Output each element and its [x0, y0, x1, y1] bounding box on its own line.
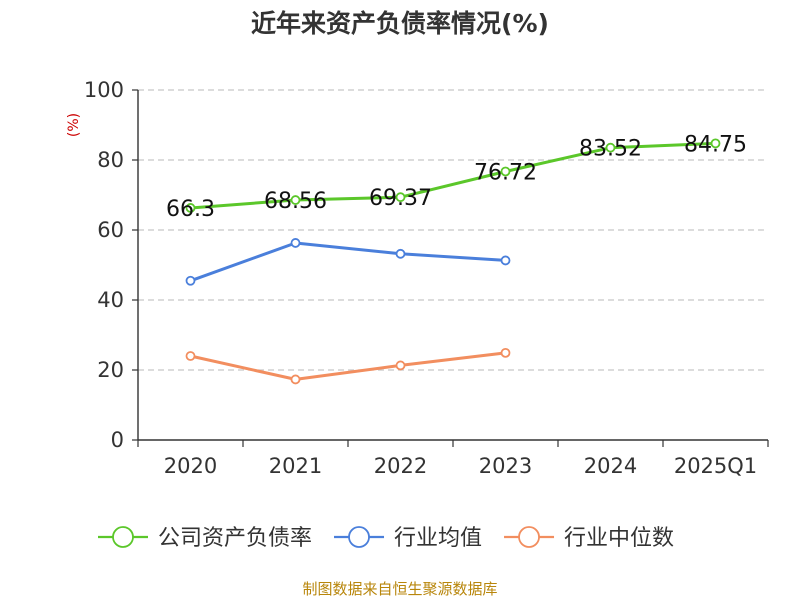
data-label: 69.37 [369, 186, 432, 211]
y-tick-label: 0 [111, 428, 124, 452]
data-point [395, 192, 406, 203]
y-tick-labels: 0 20 40 60 80 100 [84, 78, 124, 452]
data-point [710, 138, 721, 149]
data-label: 68.56 [264, 189, 327, 214]
y-tick-label: 80 [97, 148, 124, 172]
x-tick-label: 2022 [374, 454, 427, 478]
x-tick-label: 2024 [584, 454, 637, 478]
legend-label: 行业均值 [394, 526, 482, 551]
x-tick-label: 2025Q1 [674, 454, 757, 478]
y-tick-label: 60 [97, 218, 124, 242]
series-line [190, 351, 506, 381]
axes [132, 89, 769, 447]
data-label: 83.52 [579, 137, 642, 162]
data-point [185, 275, 196, 286]
data-point [605, 142, 616, 153]
data-point [290, 195, 301, 205]
data-point [185, 203, 196, 213]
data-label: 76.72 [474, 160, 537, 185]
legend-label: 行业中位数 [564, 526, 674, 551]
y-tick-label: 40 [97, 288, 124, 312]
x-tick-label: 2023 [479, 454, 532, 478]
gridlines [138, 89, 768, 371]
data-point [290, 374, 301, 385]
data-label: 84.75 [684, 132, 747, 157]
legend-marker [518, 526, 540, 548]
series-line [190, 141, 716, 210]
x-tick-label: 2020 [164, 454, 217, 478]
legend-label: 公司资产负债率 [158, 526, 312, 551]
data-point [395, 360, 406, 371]
source-note: 制图数据来自恒生聚源数据库 [302, 580, 497, 598]
y-axis-unit: (%) [66, 113, 82, 137]
legend-marker [348, 526, 370, 548]
series-lines [185, 138, 721, 385]
legend-marker [112, 526, 134, 548]
chart-title: 近年来资产负债率情况(%) [251, 9, 549, 38]
data-point [395, 248, 406, 259]
series-line [189, 241, 506, 283]
legend: 公司资产负债率 行业均值 行业中位数 [98, 526, 674, 551]
y-tick-label: 20 [97, 358, 124, 382]
x-tick-labels: 2020 2021 2022 2023 2024 2025Q1 [164, 454, 757, 478]
data-point [500, 347, 511, 358]
data-point [290, 238, 301, 248]
data-label: 66.3 [166, 197, 215, 222]
x-tick-label: 2021 [269, 454, 322, 478]
y-tick-label: 100 [84, 78, 124, 102]
data-point [500, 166, 511, 177]
data-point [500, 255, 511, 266]
data-point [185, 351, 196, 361]
data-labels: 66.3 68.56 69.37 76.72 83.52 84.75 [166, 132, 747, 222]
